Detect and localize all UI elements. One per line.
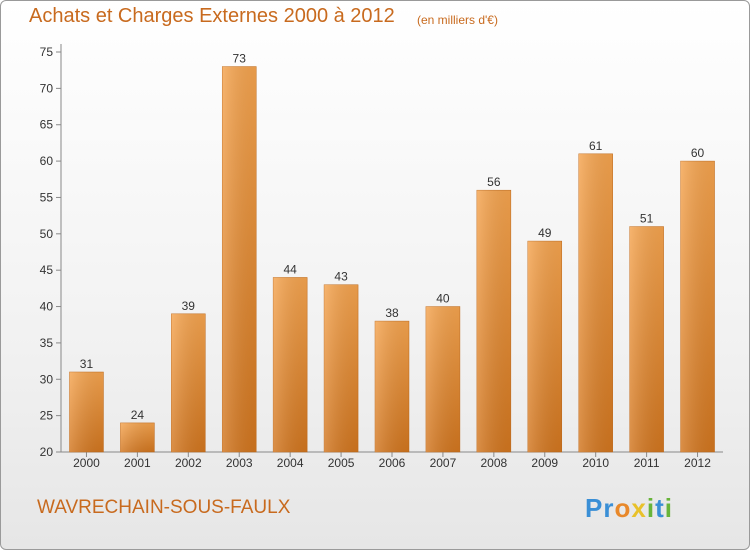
- bar-shade: [324, 284, 359, 452]
- bar-shade: [171, 313, 206, 452]
- y-tick-label: 70: [40, 81, 54, 95]
- bar-shade: [629, 226, 664, 452]
- bar-shade: [273, 277, 308, 452]
- y-tick-label: 20: [40, 445, 54, 459]
- bar-shade: [680, 161, 715, 452]
- bar-value-label: 56: [487, 175, 501, 189]
- chart-subtitle: (en milliers d'€): [417, 13, 498, 27]
- bar-value-label: 61: [589, 139, 603, 153]
- bar-value-label: 73: [233, 52, 247, 66]
- y-tick-label: 75: [40, 45, 54, 59]
- x-tick-label: 2004: [277, 456, 304, 470]
- x-tick-label: 2011: [634, 456, 660, 470]
- x-tick-label: 2012: [684, 456, 711, 470]
- proxiti-logo: Proxiti: [585, 493, 673, 524]
- bar-value-label: 38: [385, 306, 399, 320]
- bar-value-label: 43: [334, 270, 348, 284]
- bar-value-label: 60: [691, 146, 705, 160]
- logo-letter: o: [614, 493, 632, 523]
- logo-letter: t: [655, 493, 665, 523]
- bar-shade: [375, 321, 409, 452]
- x-tick-label: 2010: [582, 456, 609, 470]
- y-tick-label: 30: [40, 372, 54, 386]
- logo-letter: r: [603, 493, 615, 523]
- bar-value-label: 51: [640, 212, 654, 226]
- bar-value-label: 49: [538, 226, 552, 240]
- y-tick-label: 60: [40, 154, 54, 168]
- bar-value-label: 44: [283, 262, 297, 276]
- y-tick-label: 25: [40, 409, 54, 423]
- x-tick-label: 2003: [226, 456, 253, 470]
- bar-value-label: 39: [182, 299, 196, 313]
- x-tick-label: 2007: [430, 456, 457, 470]
- bar-value-label: 40: [436, 292, 450, 306]
- chart-title: Achats et Charges Externes 2000 à 2012: [29, 5, 395, 27]
- x-tick-label: 2006: [379, 456, 406, 470]
- y-tick-label: 45: [40, 263, 54, 277]
- bar-shade: [476, 190, 511, 452]
- bar-shade: [69, 372, 104, 452]
- y-tick-label: 35: [40, 336, 54, 350]
- bar-shade: [527, 241, 562, 452]
- bar-shade: [425, 306, 460, 452]
- chart-value-labels: 31 24 39 73 44 43 38 40 56 49 61 51 60: [80, 52, 705, 422]
- y-tick-label: 40: [40, 300, 54, 314]
- x-tick-label: 2009: [531, 456, 558, 470]
- chart-bars: [69, 66, 715, 453]
- bar-value-label: 31: [80, 357, 94, 371]
- y-tick-label: 55: [40, 190, 54, 204]
- logo-letter: x: [631, 493, 647, 523]
- bar-value-label: 24: [131, 408, 145, 422]
- bar-shade: [222, 66, 257, 452]
- y-tick-label: 50: [40, 227, 54, 241]
- x-tick-label: 2000: [73, 456, 100, 470]
- bar-shade: [120, 422, 155, 452]
- x-tick-label: 2008: [480, 456, 507, 470]
- y-tick-label: 65: [40, 118, 54, 132]
- logo-letter: P: [585, 493, 604, 523]
- x-tick-label: 2002: [175, 456, 202, 470]
- logo-letter: i: [664, 493, 673, 523]
- commune-name: WAVRECHAIN-SOUS-FAULX: [37, 497, 291, 518]
- bar-shade: [578, 153, 613, 452]
- x-tick-label: 2001: [124, 456, 151, 470]
- x-tick-label: 2005: [328, 456, 355, 470]
- logo-letter: i: [646, 493, 656, 523]
